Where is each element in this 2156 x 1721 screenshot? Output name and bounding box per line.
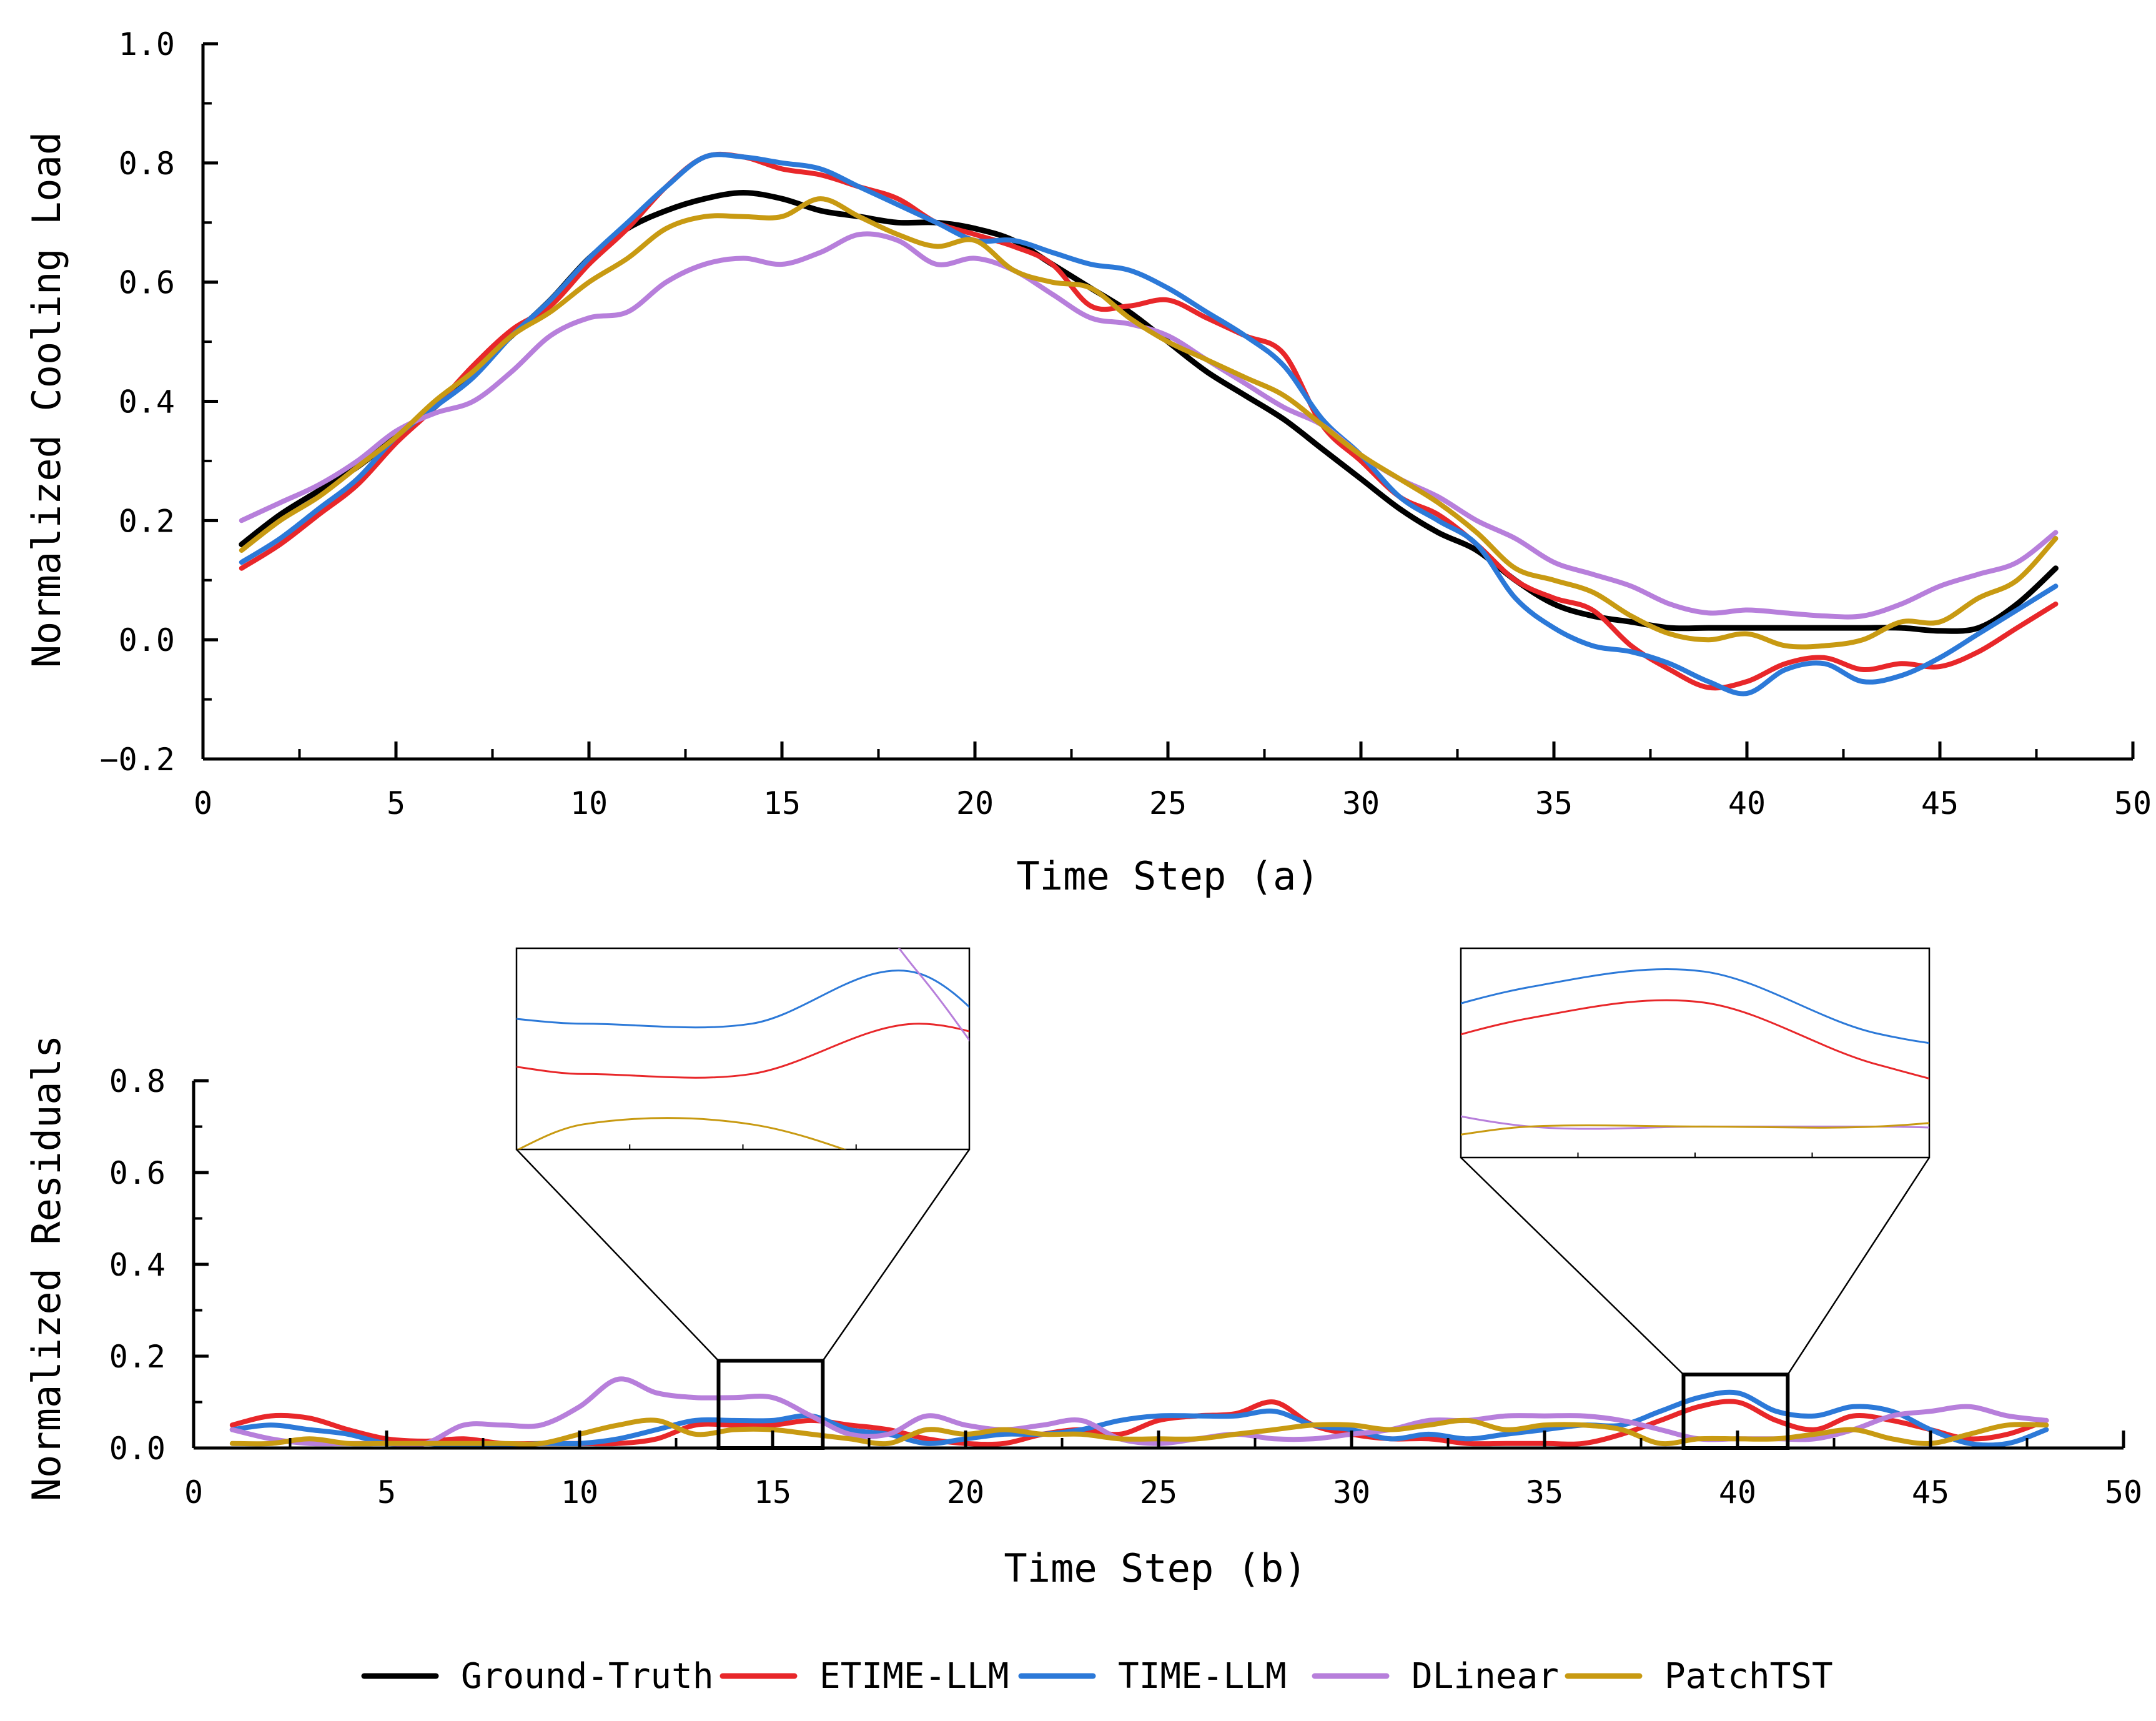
y-tick-label: 0.8 bbox=[119, 146, 175, 182]
inset-left-connector bbox=[822, 1149, 971, 1362]
x-tick-label: 35 bbox=[1526, 1474, 1563, 1510]
y-tick-label: 0.2 bbox=[109, 1339, 166, 1375]
legend-item-ground-truth: Ground-Truth bbox=[361, 1656, 714, 1697]
x-tick-label: 0 bbox=[194, 785, 212, 821]
legend-item-time-llm: TIME-LLM bbox=[1018, 1656, 1287, 1697]
x-tick-label: 35 bbox=[1535, 785, 1573, 821]
x-tick-label: 45 bbox=[1912, 1474, 1949, 1510]
inset-left-connector bbox=[516, 1149, 719, 1362]
inset-left-frame bbox=[515, 947, 971, 1151]
x-tick-label: 50 bbox=[2114, 785, 2152, 821]
chart-a-series-time-llm bbox=[239, 152, 2059, 697]
legend-item-dlinear: DLinear bbox=[1312, 1656, 1559, 1697]
inset-left bbox=[515, 947, 971, 1451]
legend: Ground-Truth ETIME-LLM TIME-LLM DLinear Patc… bbox=[361, 1656, 1833, 1697]
y-tick-label: −0.2 bbox=[100, 741, 175, 778]
x-tick-label: 20 bbox=[947, 1474, 984, 1510]
legend-label: DLinear bbox=[1412, 1656, 1559, 1697]
chart-b: 0 5 10 15 20 25 30 35 40 45 50 0.0 0.2 0.4 0.6 0.8 Time… bbox=[24, 947, 2142, 1591]
chart-a-series-ground-truth bbox=[239, 190, 2059, 634]
chart-a-series bbox=[239, 151, 2059, 697]
x-tick-label: 5 bbox=[387, 785, 405, 821]
x-tick-label: 45 bbox=[1921, 785, 1959, 821]
legend-label: ETIME-LLM bbox=[819, 1656, 1009, 1697]
y-tick-label: 0.0 bbox=[119, 622, 175, 658]
x-tick-label: 20 bbox=[956, 785, 994, 821]
inset-right-frame bbox=[1460, 947, 1931, 1159]
x-tick-label: 25 bbox=[1140, 1474, 1177, 1510]
chart-a-x-axis-title: Time Step (a) bbox=[1016, 853, 1319, 899]
inset-right bbox=[1460, 947, 1931, 1450]
chart-b-y-axis-title: Normalized Residuals bbox=[24, 1035, 69, 1502]
inset-right-connector bbox=[1787, 1157, 1931, 1376]
chart-a-series-dlinear bbox=[239, 231, 2059, 620]
legend-item-etime-llm: ETIME-LLM bbox=[719, 1656, 1009, 1697]
inset-right-line-time-llm bbox=[1461, 968, 1929, 1044]
x-tick-label: 10 bbox=[570, 785, 608, 821]
chart-a-y-axis-title: Normalized Cooling Load bbox=[24, 132, 69, 668]
legend-label: TIME-LLM bbox=[1118, 1656, 1287, 1697]
inset-right-series bbox=[1461, 968, 1929, 1136]
inset-right-connector bbox=[1460, 1157, 1684, 1376]
y-tick-label: 0.6 bbox=[109, 1155, 166, 1191]
y-tick-label: 0.8 bbox=[109, 1063, 166, 1099]
zoom-annotations bbox=[515, 947, 1931, 1451]
y-tick-label: 0.2 bbox=[119, 503, 175, 539]
x-tick-label: 15 bbox=[763, 785, 801, 821]
legend-item-patchtst: PatchTST bbox=[1565, 1656, 1833, 1697]
y-tick-label: 0.4 bbox=[119, 384, 175, 420]
chart-b-series-patchtst bbox=[229, 1417, 2049, 1447]
y-tick-label: 0.0 bbox=[109, 1431, 166, 1467]
x-tick-label: 5 bbox=[377, 1474, 396, 1510]
x-tick-label: 40 bbox=[1719, 1474, 1756, 1510]
chart-b-axes: 0 5 10 15 20 25 30 35 40 45 50 0.0 0.2 0.4 0.6 0.8 bbox=[109, 1063, 2142, 1510]
x-tick-label: 50 bbox=[2105, 1474, 2142, 1510]
chart-b-x-axis-title: Time Step (b) bbox=[1004, 1545, 1307, 1591]
inset-left-series bbox=[517, 948, 969, 1149]
y-tick-label: 1.0 bbox=[119, 26, 175, 62]
y-tick-label: 0.6 bbox=[119, 265, 175, 301]
chart-b-series bbox=[229, 1376, 2049, 1449]
chart-a-series-etime-llm bbox=[239, 151, 2059, 691]
chart-a-series-patchtst bbox=[239, 196, 2059, 650]
y-tick-label: 0.4 bbox=[109, 1247, 166, 1283]
x-tick-label: 30 bbox=[1342, 785, 1380, 821]
x-tick-label: 30 bbox=[1333, 1474, 1370, 1510]
inset-right-line-patchtst bbox=[1461, 1122, 1929, 1136]
x-tick-label: 15 bbox=[754, 1474, 791, 1510]
chart-a-axes: 0 5 10 15 20 25 30 35 40 45 50 −0.2 0.0 0.2 0.4 0.6 0.8 1… bbox=[100, 26, 2152, 821]
inset-right-region-box bbox=[1681, 1372, 1790, 1450]
legend-label: PatchTST bbox=[1664, 1656, 1833, 1697]
inset-right-line-etime-llm bbox=[1461, 999, 1929, 1080]
inset-left-region-box bbox=[716, 1359, 825, 1451]
legend-label: Ground-Truth bbox=[461, 1656, 714, 1697]
x-tick-label: 25 bbox=[1149, 785, 1187, 821]
x-tick-label: 40 bbox=[1728, 785, 1766, 821]
x-tick-label: 10 bbox=[561, 1474, 598, 1510]
inset-left-line-dlinear bbox=[898, 948, 969, 1042]
x-tick-label: 0 bbox=[184, 1474, 203, 1510]
chart-a: 0 5 10 15 20 25 30 35 40 45 50 −0.2 0.0 0.2 0.4 0.6 0.8 1… bbox=[24, 26, 2152, 899]
